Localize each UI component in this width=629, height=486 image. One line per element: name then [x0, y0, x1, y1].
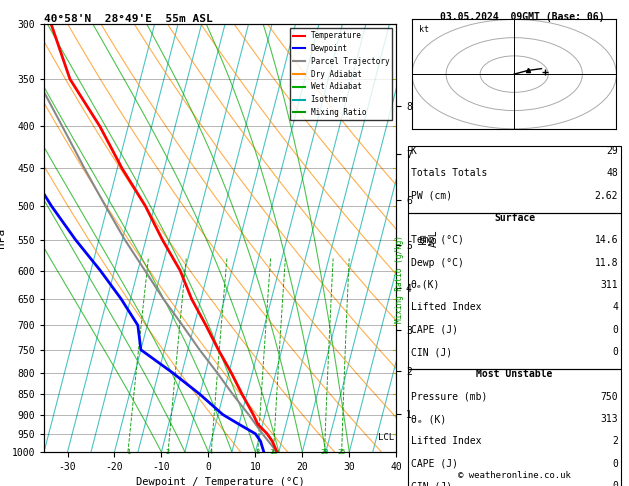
- Text: 8: 8: [255, 449, 260, 455]
- Text: CAPE (J): CAPE (J): [411, 325, 458, 335]
- Text: 4: 4: [209, 449, 213, 455]
- Y-axis label: km
ASL: km ASL: [418, 229, 439, 247]
- Text: 0: 0: [613, 325, 618, 335]
- Text: 14.6: 14.6: [595, 235, 618, 245]
- Text: 29: 29: [606, 146, 618, 156]
- Text: 0: 0: [613, 459, 618, 469]
- Text: Temp (°C): Temp (°C): [411, 235, 464, 245]
- Text: 1: 1: [126, 449, 130, 455]
- Text: © weatheronline.co.uk: © weatheronline.co.uk: [458, 471, 571, 480]
- Text: 750: 750: [601, 392, 618, 402]
- Text: θₑ(K): θₑ(K): [411, 280, 440, 290]
- Text: 313: 313: [601, 414, 618, 424]
- Text: 11.8: 11.8: [595, 258, 618, 268]
- Text: 20: 20: [320, 449, 329, 455]
- Text: CAPE (J): CAPE (J): [411, 459, 458, 469]
- Text: Mixing Ratio (g/kg): Mixing Ratio (g/kg): [395, 236, 404, 323]
- X-axis label: Dewpoint / Temperature (°C): Dewpoint / Temperature (°C): [136, 477, 304, 486]
- Text: 2: 2: [166, 449, 170, 455]
- Text: Lifted Index: Lifted Index: [411, 436, 481, 447]
- Text: 4: 4: [613, 302, 618, 312]
- Text: 0: 0: [613, 347, 618, 357]
- Text: CIN (J): CIN (J): [411, 347, 452, 357]
- Text: 0: 0: [613, 481, 618, 486]
- Text: θₑ (K): θₑ (K): [411, 414, 446, 424]
- Text: Totals Totals: Totals Totals: [411, 168, 487, 178]
- Text: Pressure (mb): Pressure (mb): [411, 392, 487, 402]
- Text: CIN (J): CIN (J): [411, 481, 452, 486]
- Text: 40°58'N  28°49'E  55m ASL: 40°58'N 28°49'E 55m ASL: [44, 14, 213, 23]
- Y-axis label: hPa: hPa: [0, 228, 6, 248]
- Text: LCL: LCL: [378, 433, 394, 442]
- Text: 10: 10: [269, 449, 278, 455]
- Text: 25: 25: [337, 449, 346, 455]
- Text: Dewp (°C): Dewp (°C): [411, 258, 464, 268]
- Text: K: K: [411, 146, 416, 156]
- Text: 03.05.2024  09GMT (Base: 06): 03.05.2024 09GMT (Base: 06): [440, 12, 604, 22]
- Text: 2: 2: [613, 436, 618, 447]
- Text: 311: 311: [601, 280, 618, 290]
- Text: Most Unstable: Most Unstable: [476, 369, 553, 380]
- Text: Lifted Index: Lifted Index: [411, 302, 481, 312]
- Text: Surface: Surface: [494, 213, 535, 223]
- Text: PW (cm): PW (cm): [411, 191, 452, 201]
- Text: 48: 48: [606, 168, 618, 178]
- Legend: Temperature, Dewpoint, Parcel Trajectory, Dry Adiabat, Wet Adiabat, Isotherm, Mi: Temperature, Dewpoint, Parcel Trajectory…: [290, 28, 392, 120]
- Text: 2.62: 2.62: [595, 191, 618, 201]
- Text: kt: kt: [419, 25, 429, 34]
